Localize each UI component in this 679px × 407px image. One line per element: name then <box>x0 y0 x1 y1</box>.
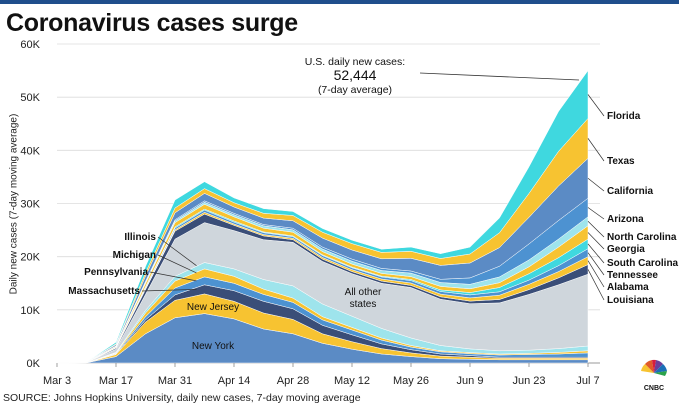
total-callout: U.S. daily new cases: 52,444 (7-day aver… <box>305 56 580 96</box>
y-tick-label: 30K <box>20 199 40 211</box>
leader-pennsylvania <box>149 271 197 282</box>
label-alabama: Alabama <box>607 282 649 293</box>
y-tick-label: 10K <box>20 305 40 317</box>
x-tick-label: Mar 17 <box>99 375 133 387</box>
series-labels: Illinois Michigan Pennsylvania Massachusett… <box>68 111 678 352</box>
y-tick-label: 60K <box>20 39 40 51</box>
leader-illinois <box>157 236 197 266</box>
leader-massachusetts <box>141 289 197 292</box>
label-massachusetts: Massachusetts <box>68 286 140 297</box>
label-new-york: New York <box>192 341 235 352</box>
label-georgia: Georgia <box>607 244 645 255</box>
label-pennsylvania: Pennsylvania <box>84 267 148 278</box>
source-note: SOURCE: Johns Hopkins University, daily … <box>3 392 361 404</box>
x-axis-ticks: Mar 3 Mar 17 Mar 31 Apr 14 Apr 28 May 12 May 2… <box>43 363 600 387</box>
leader-texas <box>587 138 605 162</box>
callout-line1: U.S. daily new cases: <box>305 56 405 68</box>
label-south-carolina: South Carolina <box>607 258 679 269</box>
label-illinois: Illinois <box>124 232 156 243</box>
label-florida: Florida <box>607 111 641 122</box>
callout-value: 52,444 <box>334 67 377 83</box>
cnbc-peacock-logo: CNBC <box>641 359 667 392</box>
leader-tennessee <box>587 252 605 276</box>
callout-leader <box>419 72 580 81</box>
label-louisiana: Louisiana <box>607 295 654 306</box>
leader-alabama <box>587 260 605 288</box>
callout-line3: (7-day average) <box>318 84 392 96</box>
area-florida <box>56 69 589 364</box>
label-tennessee: Tennessee <box>607 270 658 281</box>
label-new-jersey: New Jersey <box>187 302 239 313</box>
x-tick-label: Apr 28 <box>277 375 309 387</box>
chart-title: Coronavirus cases surge <box>6 9 298 37</box>
leader-florida <box>587 94 605 117</box>
leader-california <box>587 177 605 192</box>
label-california: California <box>607 186 654 197</box>
label-north-carolina: North Carolina <box>607 232 677 243</box>
logo-text: CNBC <box>644 385 664 392</box>
y-tick-label: 50K <box>20 92 40 104</box>
top-accent-bar <box>0 0 679 4</box>
y-tick-label: 40K <box>20 145 40 157</box>
x-tick-label: May 26 <box>393 375 429 387</box>
x-tick-label: Apr 14 <box>218 375 250 387</box>
area-series <box>56 69 589 364</box>
leader-south-carolina <box>587 243 605 264</box>
x-tick-label: Jun 23 <box>512 375 545 387</box>
y-tick-label: 0K <box>27 358 41 370</box>
y-tick-label: 20K <box>20 252 40 264</box>
x-tick-label: Jul 7 <box>576 375 599 387</box>
label-all-other-states: All other states <box>345 287 382 310</box>
x-tick-label: Mar 31 <box>158 375 192 387</box>
label-michigan: Michigan <box>113 250 156 261</box>
x-tick-label: Jun 9 <box>457 375 484 387</box>
leader-michigan <box>157 254 197 274</box>
leader-georgia <box>587 232 605 250</box>
x-tick-label: May 12 <box>334 375 370 387</box>
leader-north-carolina <box>587 221 605 238</box>
label-leader-lines <box>141 94 605 301</box>
leader-arizona <box>587 207 605 220</box>
label-texas: Texas <box>607 156 635 167</box>
x-tick-label: Mar 3 <box>43 375 71 387</box>
y-axis-ticks: 0K 10K 20K 30K 40K 50K 60K <box>20 39 40 370</box>
leader-louisiana <box>587 269 605 301</box>
label-arizona: Arizona <box>607 214 644 225</box>
